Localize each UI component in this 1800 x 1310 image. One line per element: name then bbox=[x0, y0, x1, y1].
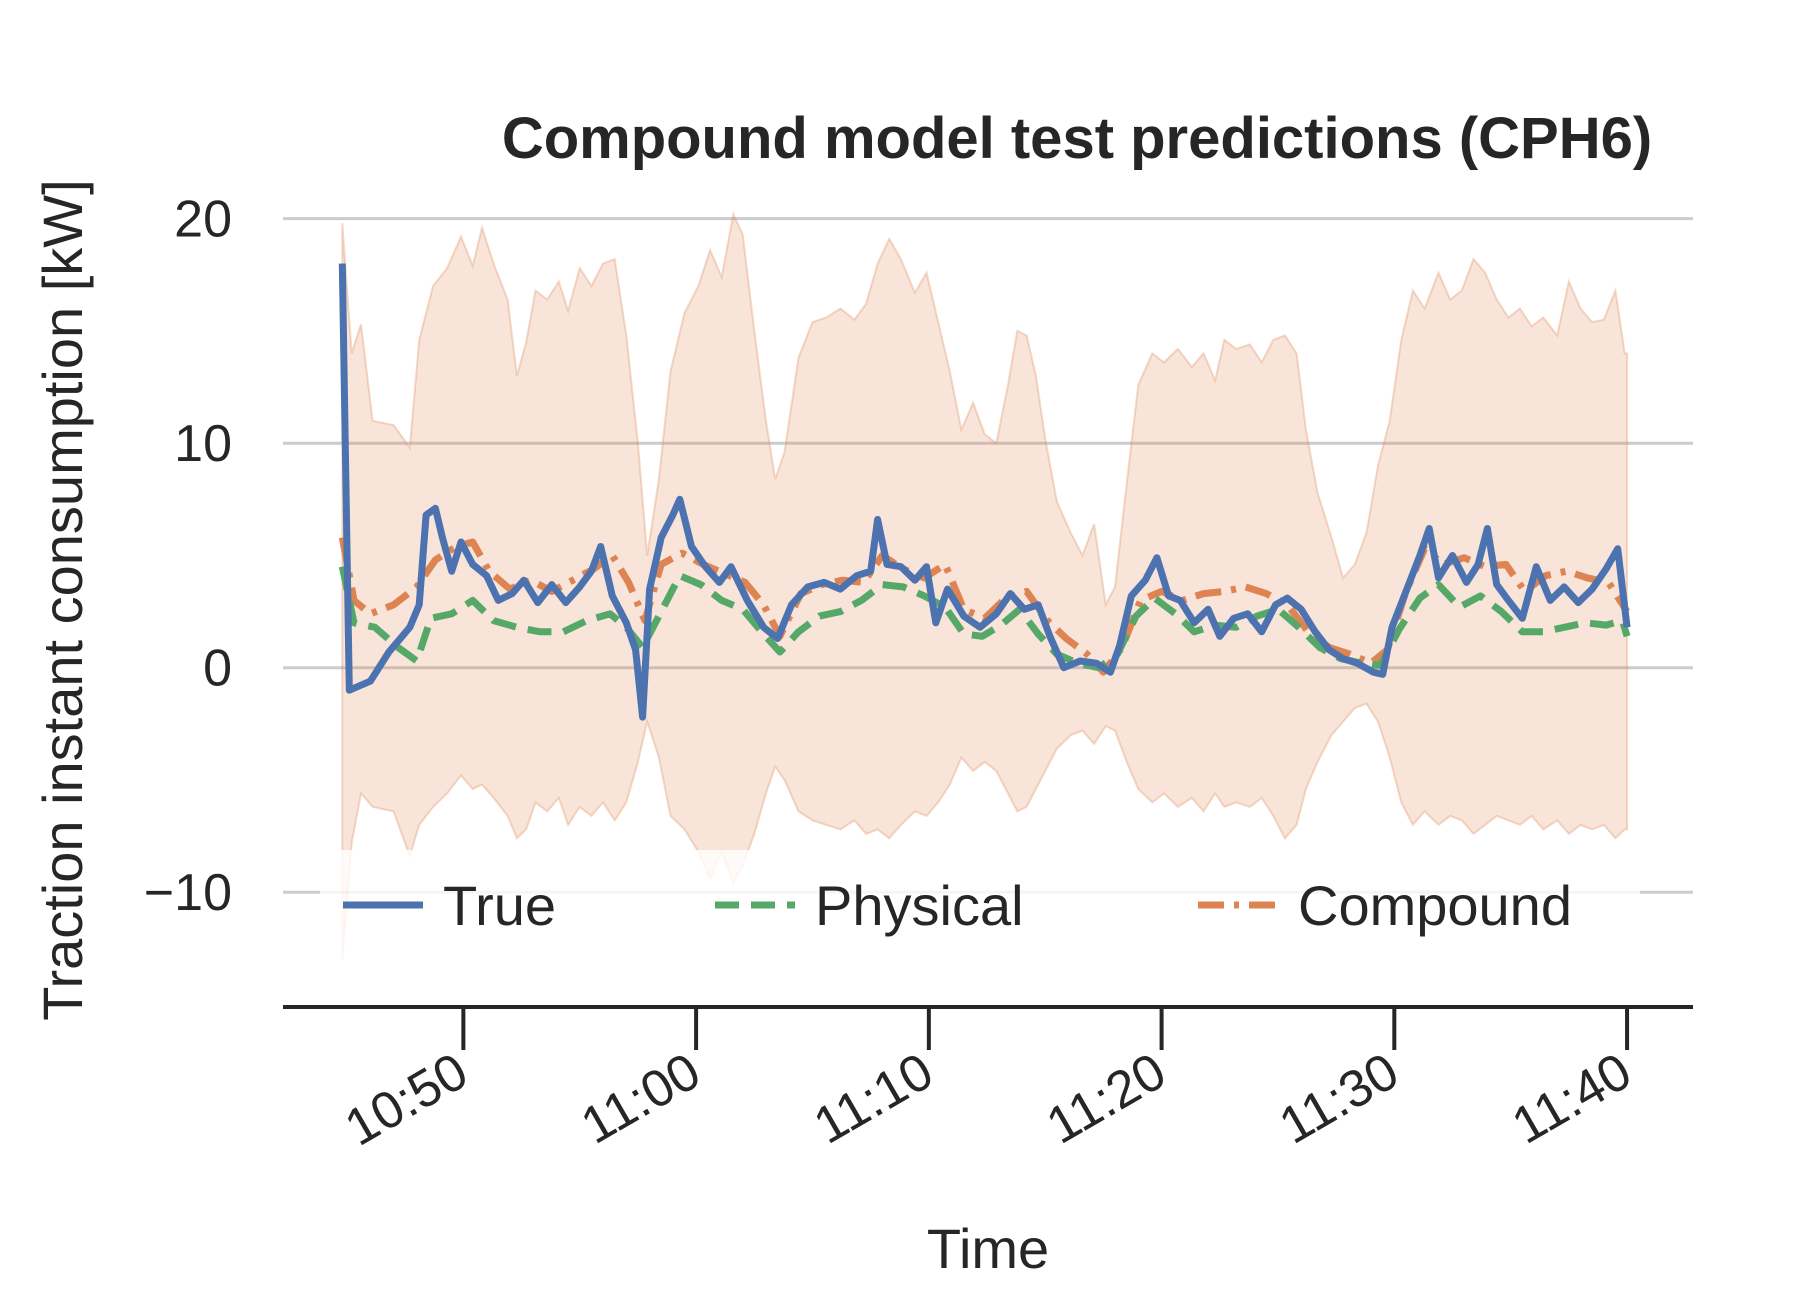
compound-uncertainty-band bbox=[341, 210, 1629, 960]
series-lines-layer bbox=[338, 263, 1631, 721]
y-ticks: −10 0 10 20 bbox=[144, 191, 232, 923]
y-tick-label: 20 bbox=[174, 191, 232, 249]
y-tick-label: 10 bbox=[174, 415, 232, 473]
x-axis-label: Time bbox=[927, 1217, 1049, 1280]
series-line-true bbox=[338, 263, 1631, 721]
y-tick-label: 0 bbox=[203, 640, 232, 698]
legend-background bbox=[320, 850, 1640, 980]
legend: True Physical Compound bbox=[320, 850, 1640, 980]
uncertainty-band-layer bbox=[341, 210, 1629, 960]
legend-label-physical: Physical bbox=[815, 874, 1024, 937]
series-line-physical bbox=[338, 565, 1631, 672]
y-axis-label: Traction instant consumption [kW] bbox=[31, 179, 94, 1020]
legend-label-compound: Compound bbox=[1298, 874, 1572, 937]
legend-label-true: True bbox=[443, 874, 556, 937]
legend-items: True Physical Compound bbox=[343, 874, 1572, 937]
y-tick-label: −10 bbox=[144, 864, 232, 922]
chart-title: Compound model test predictions (CPH6) bbox=[502, 106, 1652, 171]
